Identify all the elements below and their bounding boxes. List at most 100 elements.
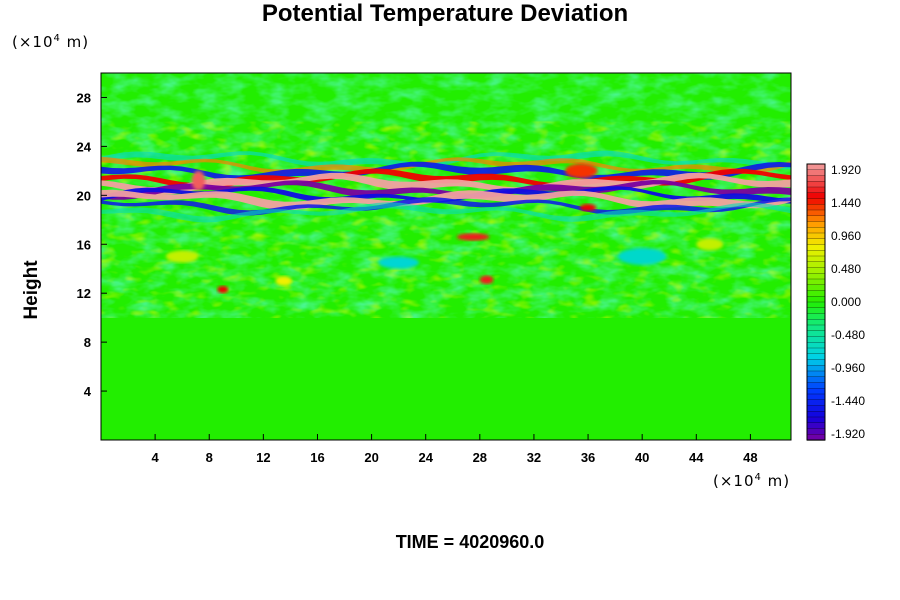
anomaly [191,170,206,191]
colorbar-swatch [806,347,826,355]
colorbar-swatch [806,198,826,205]
colorbar-label: 1.920 [831,163,861,177]
colorbar-swatch [806,232,826,240]
colorbar-swatch [806,422,826,430]
colorbar-label: -0.960 [831,361,865,375]
anomaly [456,233,490,241]
x-tick-label: 8 [206,450,213,465]
colorbar-label: 0.480 [831,262,861,276]
y-axis-ticks: 4 8 12 16 20 24 28 [77,90,107,399]
y-tick-label: 4 [84,384,92,399]
colorbar-label: -0.480 [831,328,865,342]
colorbar-swatch [806,376,826,384]
colorbar-swatch [806,192,826,200]
colorbar-label: 0.960 [831,229,861,243]
colorbar-swatch [806,267,826,274]
colorbar-swatch [806,428,826,435]
colorbar-swatch [806,405,826,412]
colorbar-label: -1.920 [831,427,865,441]
colorbar-swatch [806,411,826,418]
wave-band [101,156,791,175]
x-tick-label: 40 [635,450,649,465]
y-tick-label: 16 [77,237,91,252]
colorbar-swatch [806,273,826,280]
x-tick-label: 32 [527,450,541,465]
colorbar-swatch [806,359,826,366]
colorbar-swatch [806,330,826,338]
x-tick-label: 12 [256,450,270,465]
anomaly [217,285,229,294]
colorbar-swatch [806,336,826,343]
x-axis-ticks: 4 8 12 16 20 24 28 32 36 40 44 48 [152,434,758,465]
chart-title: Potential Temperature Deviation [261,0,629,27]
colorbar-swatch [806,382,826,389]
anomaly [275,276,292,286]
colorbar-swatch [806,163,826,171]
x-tick-label: 28 [473,450,487,465]
colorbar: 1.920 1.440 0.960 0.480 0.000 -0.480 -0.960 -1.… [806,163,865,441]
colorbar-swatch [806,221,826,228]
x-tick-label: 48 [743,450,757,465]
colorbar-swatch [806,284,826,292]
wave-band [101,202,791,223]
y-tick-label: 12 [77,286,91,301]
x-tick-label: 20 [364,450,378,465]
colorbar-swatch [806,290,826,297]
anomaly [617,247,667,266]
colorbar-swatch [806,370,826,378]
colorbar-swatch [806,393,826,401]
time-label: TIME = 4020960.0 [395,532,545,552]
colorbar-swatch [806,278,826,286]
colorbar-swatch [806,365,826,372]
y-tick-label: 8 [84,335,91,350]
colorbar-swatch [806,399,826,407]
colorbar-swatch [806,209,826,217]
wave-band [101,180,791,200]
wave-band [101,168,791,190]
y-tick-label: 20 [77,188,91,203]
plot-frame [100,72,792,441]
colorbar-swatch [806,313,826,320]
colorbar-swatch [806,388,826,395]
colorbar-swatch [806,307,826,315]
y-axis-unit: (×104 m) [12,33,90,51]
wave-band [101,172,791,196]
wave-band [101,150,791,170]
colorbar-swatch [806,175,826,182]
colorbar-swatch [806,296,826,303]
colorbar-swatch [806,186,826,194]
y-tick-label: 28 [77,90,91,105]
colorbar-swatch [806,227,826,234]
colorbar-swatch [806,215,826,223]
x-tick-label: 36 [581,450,595,465]
colorbar-swatch [806,250,826,257]
heatmap-field [101,73,791,440]
colorbar-label: 1.440 [831,196,861,210]
colorbar-swatch [806,204,826,211]
colorbar-frame [806,163,826,441]
colorbar-swatch [806,261,826,269]
anomaly [165,250,199,263]
anomaly [378,256,419,269]
colorbar-swatch [806,301,826,309]
colorbar-label: -1.440 [831,394,865,408]
y-tick-label: 24 [77,139,92,154]
colorbar-swatch [806,169,826,177]
colorbar-swatch [806,342,826,349]
colorbar-swatch [806,238,826,246]
colorbar-swatch [806,319,826,326]
anomaly [696,238,724,251]
x-tick-label: 16 [310,450,324,465]
colorbar-swatch [806,181,826,188]
anomaly [479,275,494,285]
colorbar-label: 0.000 [831,295,861,309]
anomaly [565,163,598,179]
wave-band [101,186,791,204]
x-tick-label: 44 [689,450,704,465]
colorbar-swatch [806,416,826,424]
colorbar-swatch [806,255,826,263]
x-tick-label: 24 [418,450,433,465]
x-axis-unit: (×104 m) [713,472,791,490]
colorbar-swatch [806,353,826,361]
